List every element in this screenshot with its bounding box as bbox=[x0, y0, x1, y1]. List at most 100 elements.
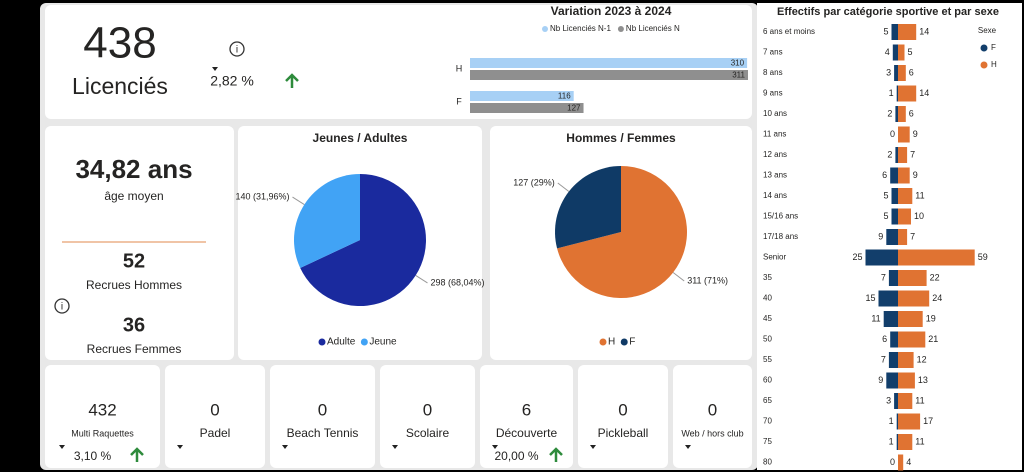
card bbox=[480, 365, 573, 468]
data-label: 127 (29%) bbox=[513, 177, 555, 187]
bar bbox=[898, 290, 930, 307]
bar bbox=[890, 167, 898, 184]
y-tick-label: 45 bbox=[763, 314, 772, 323]
bar bbox=[878, 290, 898, 307]
chart-title: Jeunes / Adultes bbox=[313, 131, 408, 145]
data-label: 9 bbox=[878, 231, 883, 241]
kpi-label: Licenciés bbox=[72, 73, 168, 99]
data-label: 7 bbox=[881, 272, 886, 282]
card bbox=[45, 126, 234, 360]
data-label: 311 (71%) bbox=[687, 275, 728, 285]
y-tick-label: 17/18 ans bbox=[763, 232, 798, 241]
activity-label: Découverte bbox=[496, 426, 558, 440]
card bbox=[270, 365, 375, 468]
bar bbox=[898, 106, 906, 122]
age-label: âge moyen bbox=[104, 189, 163, 203]
bar bbox=[898, 65, 906, 81]
bar bbox=[898, 454, 904, 471]
data-label: 19 bbox=[926, 313, 936, 323]
y-tick-label: 70 bbox=[763, 417, 772, 426]
chart-title: Hommes / Femmes bbox=[566, 131, 676, 145]
activity-value: 6 bbox=[522, 400, 531, 419]
data-label: 9 bbox=[913, 129, 918, 139]
legend-marker bbox=[620, 338, 628, 346]
data-label: 7 bbox=[881, 354, 886, 364]
legend-marker bbox=[318, 338, 326, 346]
bar bbox=[895, 106, 898, 122]
data-label: 6 bbox=[909, 67, 914, 77]
bar bbox=[886, 372, 898, 389]
data-label: 116 bbox=[558, 92, 571, 101]
bar bbox=[898, 249, 975, 266]
data-label: 1 bbox=[889, 416, 894, 426]
data-label: 11 bbox=[915, 190, 924, 200]
legend-label: H bbox=[991, 60, 997, 69]
legend-label: Nb Licenciés N bbox=[626, 24, 680, 33]
pie-slice bbox=[557, 166, 687, 298]
bar bbox=[898, 372, 915, 389]
recruit-label: Recrues Femmes bbox=[87, 342, 182, 356]
y-tick-label: 12 ans bbox=[763, 150, 787, 159]
bar bbox=[898, 311, 923, 327]
bar bbox=[891, 208, 898, 225]
data-label: 22 bbox=[930, 272, 940, 282]
data-label: 17 bbox=[923, 416, 933, 426]
bar bbox=[898, 208, 911, 225]
bar bbox=[898, 393, 913, 409]
data-label: 11 bbox=[915, 436, 924, 446]
caret[interactable] bbox=[212, 67, 218, 71]
recruit-value: 36 bbox=[123, 314, 145, 336]
data-label: 9 bbox=[913, 170, 918, 180]
chart-title: Effectifs par catégorie sportive et par … bbox=[777, 6, 999, 18]
bar bbox=[894, 393, 898, 409]
bar bbox=[886, 229, 898, 245]
activity-change: 3,10 % bbox=[74, 449, 112, 463]
y-tick-label: 35 bbox=[763, 273, 772, 282]
bar bbox=[898, 126, 910, 143]
leader-line bbox=[672, 272, 685, 282]
data-label: 311 bbox=[732, 71, 745, 80]
bar bbox=[898, 44, 905, 61]
legend-label: Jeune bbox=[369, 337, 397, 348]
data-label: 13 bbox=[918, 375, 928, 385]
activity-change: 20,00 % bbox=[494, 449, 538, 463]
bar bbox=[883, 311, 898, 327]
svg-text:i: i bbox=[236, 45, 238, 56]
y-tick-label: 9 ans bbox=[763, 89, 783, 98]
info-icon[interactable]: i bbox=[54, 298, 70, 314]
data-label: 5 bbox=[883, 190, 888, 200]
up-arrow bbox=[130, 447, 144, 462]
data-label: 4 bbox=[906, 457, 911, 467]
y-tick-label: 11 ans bbox=[763, 130, 786, 139]
y-tick-label: 13 ans bbox=[763, 171, 787, 180]
bar bbox=[894, 65, 898, 81]
activity-label: Padel bbox=[200, 426, 231, 440]
y-tick-label: F bbox=[456, 96, 462, 106]
activity-label: Web / hors club bbox=[681, 428, 743, 438]
data-label: 5 bbox=[908, 47, 913, 57]
recruit-label: Recrues Hommes bbox=[86, 278, 182, 292]
bar bbox=[898, 167, 910, 184]
y-tick-label: 10 ans bbox=[763, 109, 787, 118]
bar bbox=[898, 352, 914, 368]
info-icon[interactable]: i bbox=[229, 41, 245, 57]
activity-value: 0 bbox=[423, 400, 432, 419]
bar bbox=[890, 331, 898, 348]
y-tick-label: H bbox=[456, 63, 463, 73]
bar bbox=[898, 434, 913, 450]
activity-label: Multi Raquettes bbox=[71, 428, 134, 438]
activity-label: Beach Tennis bbox=[287, 426, 359, 440]
data-label: 298 (68,04%) bbox=[430, 277, 484, 287]
bar bbox=[888, 352, 898, 368]
bar bbox=[898, 270, 927, 286]
activity-value: 0 bbox=[708, 400, 717, 419]
data-label: 10 bbox=[914, 211, 924, 221]
y-tick-label: 14 ans bbox=[763, 191, 787, 200]
pie-slice bbox=[300, 174, 426, 307]
card bbox=[380, 365, 475, 468]
kpi-change: 2,82 % bbox=[210, 73, 254, 89]
data-label: 0 bbox=[890, 129, 895, 139]
bar bbox=[898, 24, 917, 40]
bar bbox=[888, 270, 898, 286]
data-label: 15 bbox=[865, 293, 875, 303]
